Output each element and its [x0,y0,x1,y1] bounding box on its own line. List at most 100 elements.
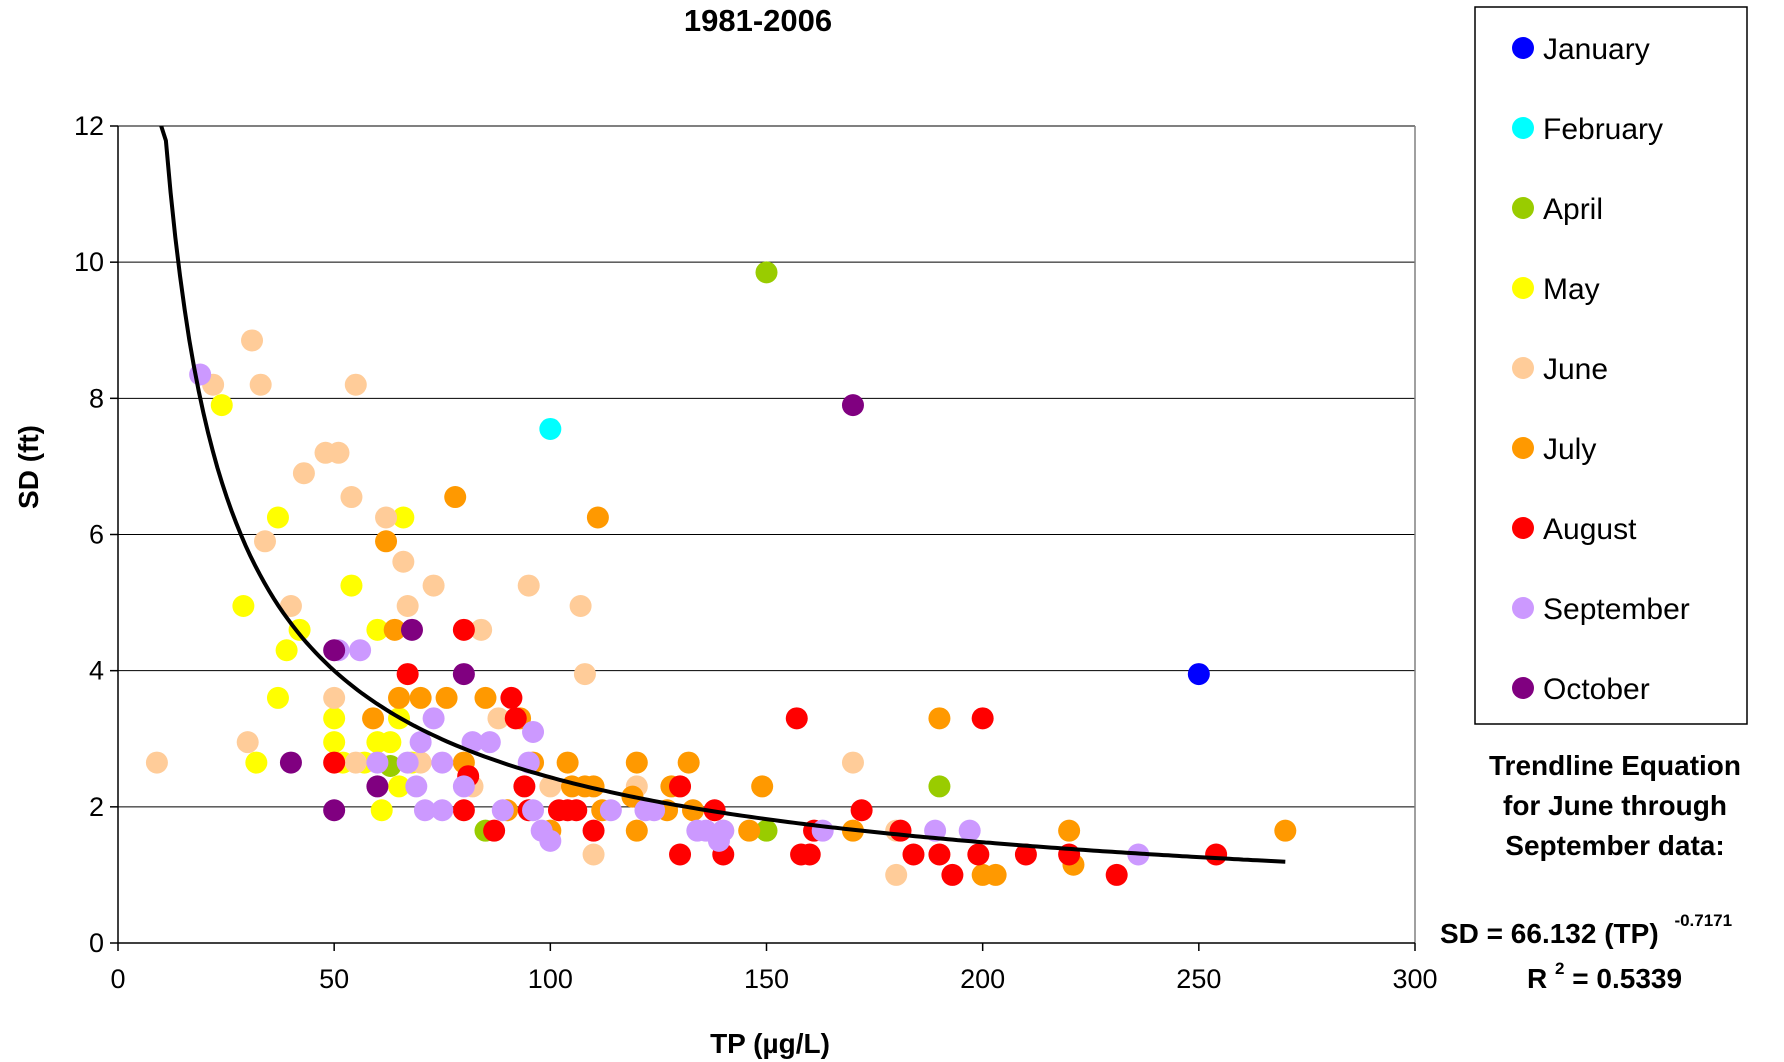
point-october-0 [841,394,864,417]
legend-marker-july [1512,437,1534,459]
point-june-25 [539,775,562,798]
tick-labels: 0 50 100 150 200 250 300 0 2 4 6 8 10 12 [74,111,1438,994]
point-may-5 [275,639,298,662]
y-tick-label-4: 8 [89,383,104,413]
point-july-27 [928,707,951,730]
point-september-1 [349,639,372,662]
point-june-2 [241,329,264,352]
point-october-3 [452,663,475,686]
point-june-4 [236,731,259,754]
power-trendline [159,125,1286,864]
legend-marker-february [1512,117,1534,139]
point-june-26 [582,843,605,866]
y-tick-label-1: 2 [89,792,104,822]
point-september-16 [491,799,514,822]
point-july-29 [984,863,1007,886]
legend-label-may: May [1543,273,1600,306]
legend-label-august: August [1543,513,1637,546]
point-august-26 [967,843,990,866]
point-september-19 [539,829,562,852]
point-july-3 [383,618,406,641]
legend-marker-may [1512,277,1534,299]
point-june-16 [470,618,493,641]
point-june-21 [344,751,367,774]
point-august-14 [669,843,692,866]
point-may-13 [379,731,402,754]
point-october-1 [400,618,423,641]
point-july-22 [682,799,705,822]
annotation-line-2: for June through [1503,790,1727,821]
x-tick-label-6: 300 [1392,964,1437,994]
point-july-0 [444,486,467,509]
point-september-8 [366,751,389,774]
y-tick-label-0: 0 [89,928,104,958]
point-june-18 [569,594,592,617]
y-tick-label-3: 6 [89,520,104,550]
point-september-20 [599,799,622,822]
y-axis-title: SD (ft) [13,425,44,509]
point-october-4 [279,751,302,774]
point-september-17 [522,799,545,822]
point-june-12 [375,506,398,529]
annotation-line-1: Trendline Equation [1489,750,1741,781]
point-august-1 [396,663,419,686]
trendline-annotation: Trendline Equation for June through Sept… [1440,750,1741,994]
point-october-6 [323,799,346,822]
point-august-5 [452,799,475,822]
legend-label-july: July [1543,433,1596,466]
point-june-24 [487,707,510,730]
legend: January February April May June July August Sep… [1474,6,1748,725]
point-august-22 [889,819,912,842]
point-september-27 [811,819,834,842]
point-july-32 [1274,819,1297,842]
point-april-1 [928,775,951,798]
point-may-1 [266,506,289,529]
point-september-22 [643,799,666,822]
y-tick-label-2: 4 [89,656,104,686]
point-july-25 [751,775,774,798]
point-september-15 [431,799,454,822]
point-may-10 [323,731,346,754]
point-october-2 [323,639,346,662]
legend-marker-august [1512,517,1534,539]
point-june-0 [145,751,168,774]
y-tick-label-6: 12 [74,111,104,141]
point-september-12 [405,775,428,798]
legend-label-october: October [1543,673,1650,706]
legend-label-september: September [1543,593,1690,626]
point-september-14 [413,799,436,822]
chart-title: 1981-2006 [684,3,832,38]
point-july-5 [388,686,411,709]
point-august-3 [504,707,527,730]
point-july-1 [586,506,609,529]
point-july-9 [474,686,497,709]
point-august-32 [323,751,346,774]
point-june-14 [396,594,419,617]
legend-marker-october [1512,677,1534,699]
point-may-9 [323,707,346,730]
point-june-11 [344,373,367,396]
annotation-line-3: September data: [1505,830,1724,861]
point-august-31 [1205,843,1228,866]
point-august-7 [513,775,536,798]
point-september-10 [431,751,454,774]
legend-label-january: January [1543,33,1650,66]
point-july-12 [556,751,579,774]
point-august-27 [971,707,994,730]
point-june-3 [249,373,272,396]
point-august-19 [798,843,821,866]
point-july-30 [1058,819,1081,842]
x-axis-title: TP (µg/L) [710,1028,830,1059]
point-august-28 [1014,843,1037,866]
point-may-0 [210,394,233,417]
legend-marker-january [1512,37,1534,59]
point-august-2 [500,686,523,709]
point-september-26 [712,819,735,842]
point-august-17 [785,707,808,730]
point-june-13 [392,550,415,573]
point-july-24 [738,819,761,842]
legend-label-april: April [1543,193,1603,226]
point-august-11 [565,799,588,822]
r2-prefix: R [1527,963,1547,994]
point-august-24 [928,843,951,866]
